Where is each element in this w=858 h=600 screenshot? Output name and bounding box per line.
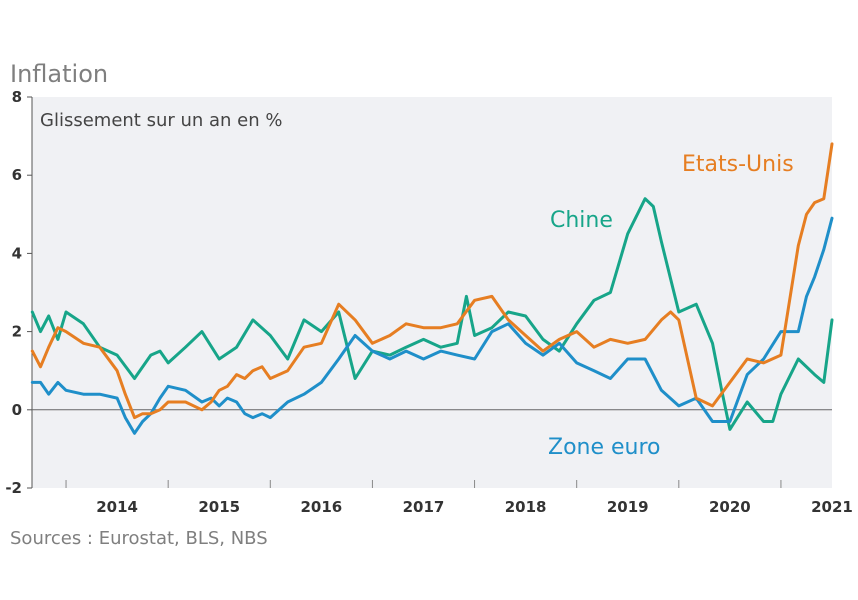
axes: 8 6 4 2 0 -2 2014 2015 2016 2017 2018 2019 2020 2021 bbox=[5, 88, 853, 516]
y-tick-label: 8 bbox=[12, 88, 22, 106]
series-label-chine: Chine bbox=[550, 208, 613, 233]
y-tick-label: 2 bbox=[12, 323, 22, 341]
x-tick-label: 2014 bbox=[96, 498, 138, 516]
series-label-etats-unis: Etats-Unis bbox=[682, 152, 794, 177]
x-tick-label: 2017 bbox=[403, 498, 445, 516]
series-line-zone-euro bbox=[30, 216, 834, 435]
x-tick-label: 2021 bbox=[811, 498, 853, 516]
y-tick-label: 6 bbox=[12, 166, 22, 184]
plot-background bbox=[32, 97, 832, 488]
x-tick-label: 2016 bbox=[300, 498, 342, 516]
y-tick-label: -2 bbox=[5, 479, 22, 497]
x-tick-label: 2019 bbox=[607, 498, 649, 516]
x-tick-label: 2018 bbox=[505, 498, 547, 516]
series-line-chine bbox=[30, 197, 834, 431]
source-note: Sources : Eurostat, BLS, NBS bbox=[10, 528, 268, 549]
y-tick-label: 4 bbox=[12, 244, 22, 262]
chart-title: Inflation bbox=[10, 60, 109, 88]
x-tick-label: 2015 bbox=[198, 498, 240, 516]
y-tick-label: 0 bbox=[12, 401, 22, 419]
series-label-zone-euro: Zone euro bbox=[548, 435, 661, 460]
x-tick-label: 2020 bbox=[709, 498, 751, 516]
series-line-etats-unis bbox=[30, 142, 834, 420]
y-axis-label: Glissement sur un an en % bbox=[40, 110, 283, 131]
series-group bbox=[30, 142, 834, 435]
